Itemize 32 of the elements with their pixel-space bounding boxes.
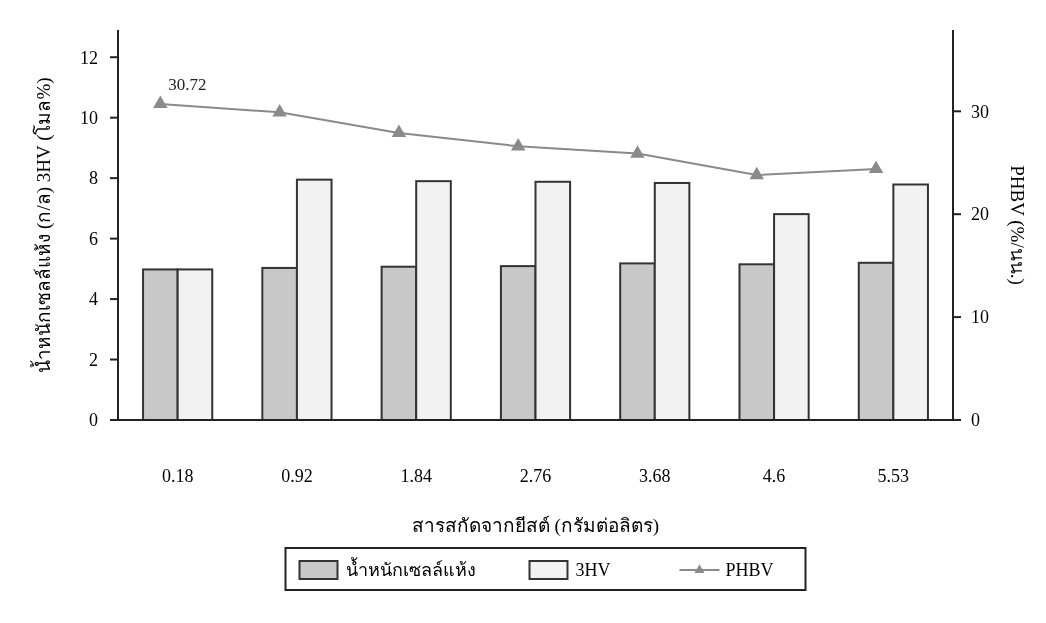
point: [868, 160, 884, 174]
y2-tick-label: 20: [971, 204, 989, 225]
y2-tick-label: 10: [971, 307, 989, 328]
y-tick-label: 12: [80, 47, 98, 68]
y-tick-label: 6: [89, 228, 98, 249]
point: [630, 145, 645, 158]
data-label: 30.72: [168, 74, 207, 94]
x-tick-label: 5.53: [877, 466, 910, 486]
y2-tick-label: 30: [971, 101, 989, 122]
y2-tick-label: 0: [971, 410, 980, 431]
y-tick-label: 4: [89, 289, 98, 310]
x-tick-label: 0.18: [161, 466, 194, 486]
x-tick-label: 2.76: [519, 466, 552, 486]
y-tick-label: 0: [89, 410, 98, 431]
y-tick-label: 10: [80, 107, 98, 128]
point: [511, 137, 526, 151]
point: [153, 95, 168, 109]
x-tick-label: 4.6: [762, 466, 786, 486]
y2-axis-title: PHBV (%/นน.): [1006, 165, 1028, 285]
point: [749, 166, 764, 180]
x-axis-title: สารสกัดจากยีสต์ (กรัมต่อลิตร): [411, 515, 660, 537]
legend-label: 3HV: [575, 560, 611, 581]
y-tick-label: 8: [89, 168, 98, 189]
point: [391, 124, 407, 138]
legend-label: น้ำหนักเซลล์แห้ง: [345, 557, 476, 581]
x-tick-label: 1.84: [400, 466, 432, 486]
y-axis-title: น้ำหนักเซลล์แห้ง (ก/ล) 3HV (โมล%): [30, 77, 55, 373]
x-tick-label: 0.92: [281, 466, 313, 486]
legend-label: PHBV: [725, 560, 774, 581]
x-tick-label: 3.68: [639, 466, 671, 486]
point: [272, 104, 287, 117]
y-tick-label: 2: [89, 349, 98, 370]
